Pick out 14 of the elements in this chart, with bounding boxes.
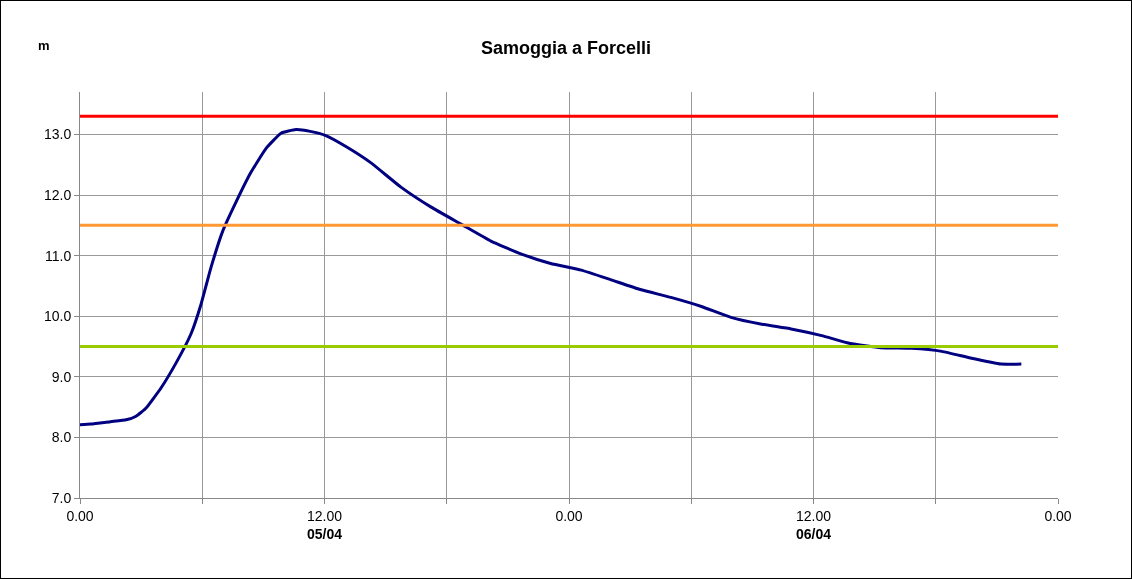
x-tick-label: 0.00 — [66, 507, 94, 524]
x-tick-label: 0.00 — [1044, 507, 1072, 524]
y-tick-label: 11.0 — [44, 247, 72, 264]
x-tick-label: 0.00 — [555, 507, 583, 524]
y-tick-label: 13.0 — [43, 126, 72, 143]
y-tick-label: 10.0 — [43, 308, 72, 325]
x-tick-label: 12.00 05/04 — [306, 507, 343, 542]
chart-title: Samoggia a Forcelli — [480, 37, 652, 58]
y-tick-label: 12.0 — [43, 186, 72, 203]
y-tick-label: 7.0 — [51, 489, 72, 506]
y-axis-title: m — [38, 38, 50, 53]
y-tick-label: 8.0 — [51, 429, 72, 446]
y-tick-label: 9.0 — [51, 368, 72, 385]
x-tick-label: 12.00 06/04 — [795, 507, 832, 542]
